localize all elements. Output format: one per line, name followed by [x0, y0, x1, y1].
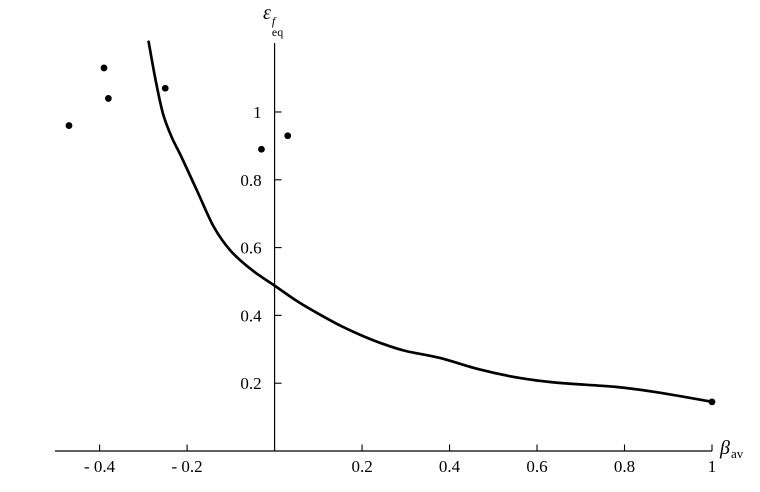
y-axis-title: ε f eq [263, 1, 283, 38]
x-tick-label: 0.2 [351, 457, 372, 476]
experimental-data-points-dot [104, 95, 112, 102]
x-tick-label: - 0.4 [84, 457, 116, 476]
x-axis-subscript: av [730, 446, 744, 461]
y-tick-label: 1 [253, 103, 262, 122]
x-tick-label: - 0.2 [172, 457, 203, 476]
y-tick-label: 0.4 [240, 306, 262, 325]
y-tick-label: 0.2 [240, 374, 261, 393]
x-tick-label: 1 [708, 457, 717, 476]
x-tick-label: 0.4 [439, 457, 461, 476]
experimental-data-points-dot [708, 398, 716, 406]
x-tick-label: 0.8 [614, 457, 635, 476]
experimental-data-points-dot [284, 132, 292, 140]
beta-symbol: β [720, 437, 730, 459]
experimental-data-points-dot [65, 122, 73, 129]
epsilon-symbol: ε [263, 2, 271, 24]
x-axis-title: βav [720, 436, 743, 462]
y-axis-superscript: f [271, 14, 276, 28]
y-axis-title-scripts: f eq [271, 14, 284, 39]
experimental-data-points-dot [100, 64, 108, 72]
x-tick-label: 0.6 [526, 457, 547, 476]
failure-strain-model-curve [147, 40, 714, 404]
y-tick-label: 0.6 [240, 239, 261, 258]
experimental-data-points-dot [161, 84, 169, 92]
experimental-data-points-dot [258, 145, 265, 153]
y-axis-subscript: eq [271, 25, 284, 39]
y-tick-label: 0.8 [240, 171, 261, 190]
